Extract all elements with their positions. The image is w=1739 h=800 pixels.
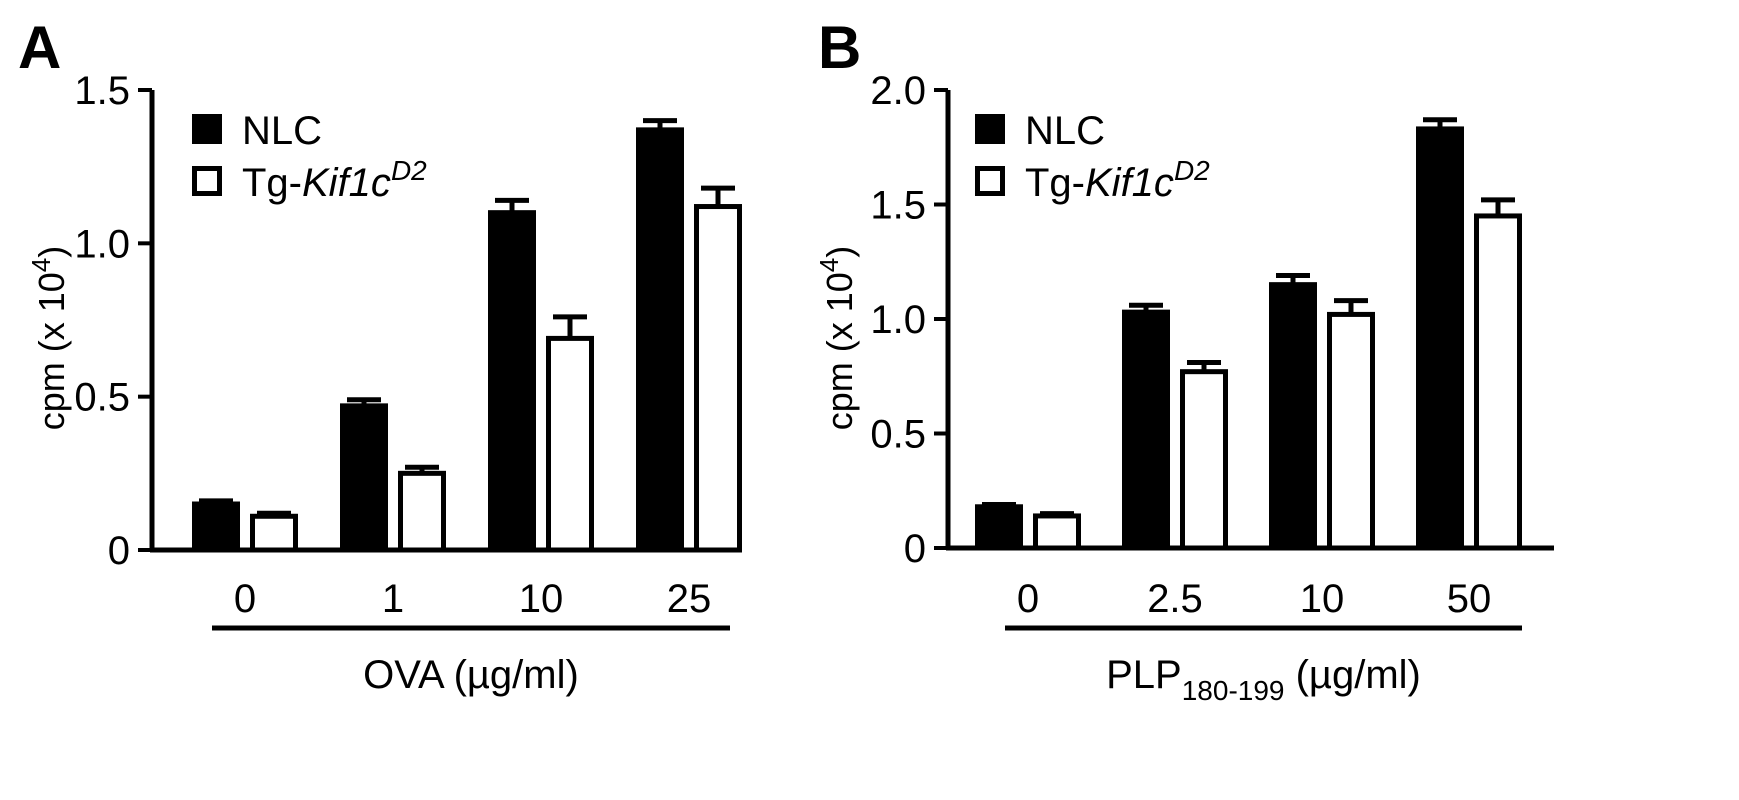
bar-nlc	[1269, 282, 1317, 551]
bar-tg-kif1c	[250, 513, 298, 553]
legend-label-superscript: D2	[1174, 155, 1210, 186]
y-tick-label: 1.0	[74, 222, 130, 266]
legend-label: NLC	[1025, 109, 1105, 153]
x-axis-title-subscript: 180-199	[1182, 675, 1285, 706]
x-category-label: 1	[382, 577, 404, 621]
bar-tg-kif1c	[1180, 369, 1228, 551]
panel-label: A	[18, 14, 61, 81]
bar-nlc	[192, 501, 240, 553]
bar-tg-kif1c	[1033, 513, 1081, 551]
y-tick-label: 0	[904, 527, 926, 571]
y-axis-title-superscript: 4	[814, 258, 844, 272]
y-tick-label: 0	[108, 529, 130, 573]
legend-label: NLC	[242, 109, 322, 153]
y-axis-title: cpm (x 104)	[26, 246, 72, 431]
bar-nlc	[1416, 126, 1464, 551]
x-category-label: 0	[234, 577, 256, 621]
x-category-label: 0	[1017, 577, 1039, 621]
panel-b: B 0 0.5 1.0 1.5 2.0 cpm (x 104) 0 2.5 10 50 PLP180…	[814, 14, 1554, 706]
bar-nlc	[975, 504, 1023, 551]
bar-tg-kif1c	[546, 335, 594, 553]
legend-swatch-nlc	[975, 114, 1005, 144]
bar-nlc	[1122, 309, 1170, 551]
x-category-label: 10	[1300, 577, 1345, 621]
y-tick-label: 0.5	[74, 376, 130, 420]
x-category-label: 25	[667, 577, 712, 621]
bar-tg-kif1c	[398, 470, 446, 553]
panel-label: B	[818, 14, 861, 81]
bar-tg-kif1c	[1474, 213, 1522, 551]
x-axis-title: PLP180-199 (µg/ml)	[1106, 653, 1421, 706]
legend-swatch-nlc	[192, 114, 222, 144]
bar-nlc	[488, 210, 536, 553]
y-tick-label: 1.0	[870, 298, 926, 342]
y-tick-label: 2.0	[870, 69, 926, 113]
bar-tg-kif1c	[1327, 311, 1375, 551]
x-category-label: 50	[1447, 577, 1492, 621]
y-axis-title: cpm (x 104)	[814, 246, 860, 431]
bar-tg-kif1c	[694, 204, 742, 553]
y-tick-label: 1.5	[74, 69, 130, 113]
bar-nlc	[340, 403, 388, 553]
y-tick-label: 1.5	[870, 184, 926, 228]
legend-label-superscript: D2	[391, 155, 427, 186]
legend-label: Tg-Kif1cD2	[242, 155, 427, 205]
x-axis-title: OVA (µg/ml)	[363, 653, 579, 697]
x-category-label: 2.5	[1147, 577, 1203, 621]
y-tick-label: 0.5	[870, 413, 926, 457]
legend-swatch-tg	[975, 166, 1005, 196]
bar-nlc	[636, 127, 684, 553]
panel-a: A 0 0.5 1.0 1.5 cpm (x 104) 0 1 10 25 OVA (µg/ml)…	[18, 14, 742, 697]
x-category-label: 10	[519, 577, 564, 621]
legend-swatch-tg	[192, 166, 222, 196]
y-axis-title-superscript: 4	[26, 258, 56, 272]
legend-label: Tg-Kif1cD2	[1025, 155, 1210, 205]
